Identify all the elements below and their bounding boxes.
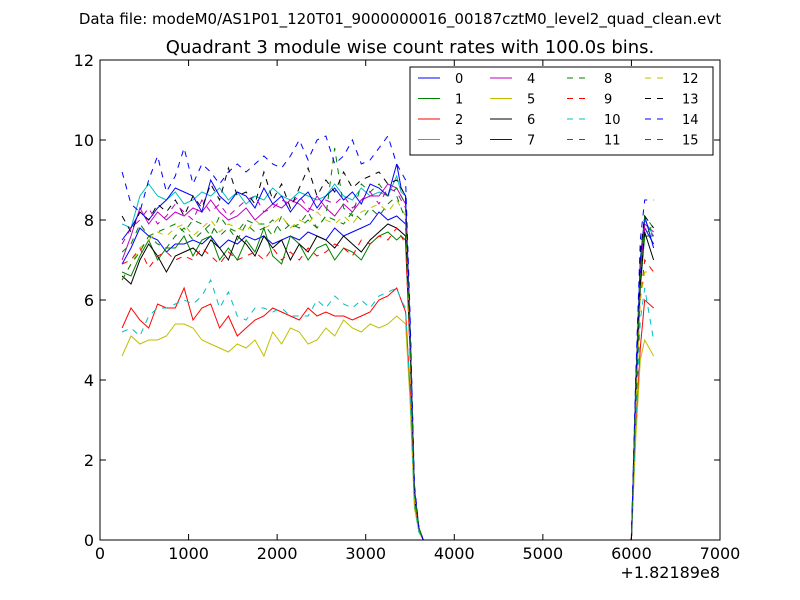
y-tick-label: 6	[84, 291, 94, 310]
chart-title: Quadrant 3 module wise count rates with …	[166, 37, 655, 58]
x-tick-label: 6000	[611, 544, 652, 563]
x-tick-label: 3000	[345, 544, 386, 563]
legend-label-10: 10	[604, 113, 621, 128]
series-line-8	[121, 147, 655, 540]
y-tick-label: 10	[74, 131, 94, 150]
x-tick-label: 4000	[434, 544, 475, 563]
y-tick-label: 0	[84, 531, 94, 550]
y-tick-label: 12	[74, 51, 94, 70]
series-line-10	[121, 278, 655, 540]
series-line-15	[121, 195, 655, 540]
legend-label-11: 11	[604, 134, 621, 149]
series-line-14	[121, 134, 654, 540]
legend-label-14: 14	[682, 113, 699, 128]
x-tick-label: 0	[95, 544, 105, 563]
y-tick-label: 2	[84, 451, 94, 470]
legend-label-0: 0	[455, 72, 463, 87]
legend-label-12: 12	[682, 72, 699, 87]
y-tick-label: 8	[84, 211, 94, 230]
legend-label-2: 2	[455, 113, 463, 128]
y-tick-label: 4	[84, 371, 94, 390]
series-lines	[121, 134, 655, 540]
series-line-9	[121, 227, 655, 540]
legend-label-8: 8	[604, 72, 612, 87]
legend-label-9: 9	[604, 93, 612, 108]
x-tick-label: 5000	[522, 544, 563, 563]
x-tick-label: 1000	[168, 544, 209, 563]
x-tick-label: 2000	[257, 544, 298, 563]
legend-label-1: 1	[455, 93, 463, 108]
legend-label-6: 6	[527, 113, 535, 128]
x-tick-label: 7000	[700, 544, 741, 563]
series-line-5	[121, 315, 655, 540]
x-offset-label: +1.82189e8	[620, 563, 720, 582]
legend-label-15: 15	[682, 134, 699, 149]
legend-label-7: 7	[527, 134, 535, 149]
legend-frame	[409, 66, 714, 156]
legend-label-5: 5	[527, 93, 535, 108]
legend-label-13: 13	[682, 93, 699, 108]
legend-label-4: 4	[527, 72, 535, 87]
legend-label-3: 3	[455, 134, 463, 149]
figure-suptitle: Data file: modeM0/AS1P01_120T01_90000000…	[79, 10, 721, 29]
